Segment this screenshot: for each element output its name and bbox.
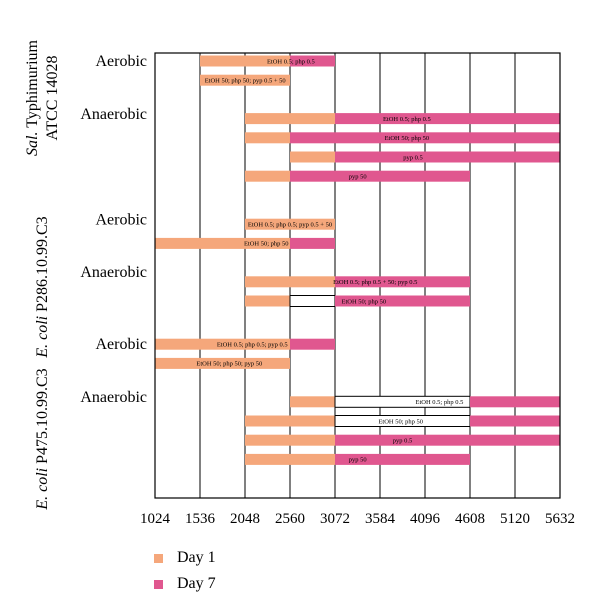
timeline-chart: EtOH 0.5; php 0.5 EtOH 50; php 50; pyp 0.… bbox=[24, 39, 575, 527]
plot-border bbox=[154, 52, 561, 499]
bar-segment-day7 bbox=[290, 170, 470, 182]
bar-segment-day1 bbox=[245, 170, 290, 182]
bar-label: EtOH 50; php 50 bbox=[385, 135, 430, 142]
bar-label: pyp 0.5 bbox=[403, 154, 423, 161]
group-label: E. coli P286.10.99.C3 bbox=[34, 216, 51, 358]
legend-item-day7: Day 7 bbox=[154, 571, 216, 597]
bar-segment-day7 bbox=[335, 151, 560, 163]
bar-segment-day1 bbox=[200, 55, 290, 67]
x-tick-label: 4096 bbox=[410, 511, 441, 527]
condition-label: Aerobic bbox=[95, 336, 147, 353]
condition-label: Anaerobic bbox=[80, 106, 147, 123]
bar-segment-day1 bbox=[245, 295, 290, 307]
x-tick-label: 5120 bbox=[500, 511, 530, 527]
bar-segment-day7 bbox=[290, 132, 560, 144]
bar-segment-day1 bbox=[245, 415, 335, 427]
legend-swatch-day1 bbox=[154, 553, 163, 563]
group-label-text: P286.10.99.C3 bbox=[34, 216, 51, 316]
bar-segment-day7 bbox=[335, 113, 560, 125]
bar-label: EtOH 0.5; php 0.5 bbox=[383, 116, 431, 123]
x-tick-label: 3584 bbox=[365, 511, 396, 527]
bar-segment-day7 bbox=[335, 276, 470, 288]
legend-swatch-day7 bbox=[154, 579, 163, 589]
bar-segment-day7 bbox=[290, 338, 335, 350]
bar-segment-day7 bbox=[335, 434, 560, 446]
bar-segment-day1 bbox=[245, 434, 335, 446]
bar-label: EtOH 50; php 50 bbox=[342, 298, 387, 305]
condition-label: Aerobic bbox=[95, 211, 147, 228]
group-label-line1: Sal. Typhimurium bbox=[24, 39, 41, 155]
bar-segment-day7 bbox=[335, 453, 470, 465]
bars bbox=[155, 55, 560, 465]
bar-segment-day7 bbox=[470, 415, 560, 427]
bar-label: EtOH 50; php 50; pyp 0.5 + 50 bbox=[205, 78, 286, 85]
bar-segment-day7 bbox=[290, 55, 335, 67]
bar-segment-day1 bbox=[155, 237, 290, 249]
bar-segment-day1 bbox=[245, 218, 335, 230]
bar-segment-day1 bbox=[245, 276, 335, 288]
x-tick-label: 2560 bbox=[275, 511, 305, 527]
bar-segment-day1 bbox=[245, 453, 335, 465]
bar-label: pyp 50 bbox=[349, 457, 367, 464]
x-tick-label: 5632 bbox=[545, 511, 575, 527]
legend-label-day1: Day 1 bbox=[177, 549, 216, 566]
condition-labels: Aerobic Anaerobic Aerobic Anaerobic Aerobic A… bbox=[80, 53, 147, 406]
bar-label: EtOH 0.5; php 0.5 + 50; pyp 0.5 bbox=[333, 279, 417, 286]
group-label-italic: Sal. bbox=[24, 132, 41, 156]
legend-label-day7: Day 7 bbox=[177, 575, 216, 592]
x-tick-label: 3072 bbox=[320, 511, 350, 527]
legend: Day 1 Day 7 bbox=[154, 545, 216, 597]
x-tick-labels: 1024 1536 2048 2560 3072 3584 4096 4608 5120 5632 bbox=[140, 511, 575, 527]
bar-segment-day1 bbox=[155, 357, 290, 369]
x-tick-label: 1024 bbox=[140, 511, 171, 527]
bar-segment-day1 bbox=[245, 113, 335, 125]
x-tick-label: 4608 bbox=[455, 511, 485, 527]
group-label-line1: E. coli P475.10.99.C3 bbox=[34, 368, 51, 510]
bar-segment-day1 bbox=[290, 396, 335, 408]
bar-segment-day7 bbox=[470, 396, 560, 408]
bar-label: EtOH 50; php 50 bbox=[244, 241, 289, 248]
bar-label: EtOH 0.5; php 0.5; pyp 0.5 bbox=[217, 342, 288, 349]
x-tick-label: 1536 bbox=[185, 511, 216, 527]
bar-segment-outline bbox=[289, 295, 336, 307]
group-label-italic: E. coli bbox=[34, 316, 51, 359]
group-label: E. coli P475.10.99.C3 bbox=[34, 368, 51, 510]
bar-segment-day1 bbox=[200, 74, 290, 86]
group-label-line1: E. coli P286.10.99.C3 bbox=[34, 216, 51, 358]
bar-segment-day7 bbox=[290, 237, 335, 249]
bar-segment-day1 bbox=[245, 132, 290, 144]
group-label-text: Typhimurium bbox=[24, 39, 41, 131]
group-labels: Sal. Typhimurium ATCC 14028 E. coli P286.1… bbox=[24, 39, 61, 510]
bar-label: pyp 50 bbox=[349, 174, 367, 181]
bar-label: pyp 0.5 bbox=[393, 438, 413, 445]
bar-label: EtOH 0.5; php 0.5 bbox=[415, 399, 463, 406]
group-label: Sal. Typhimurium ATCC 14028 bbox=[24, 39, 61, 155]
bar-segment-day1 bbox=[290, 151, 335, 163]
plot-frame bbox=[154, 52, 561, 499]
group-label-line2: ATCC 14028 bbox=[44, 56, 61, 141]
bar-label: EtOH 50; php 50; pyp 50 bbox=[196, 361, 262, 368]
bar-segment-day7 bbox=[335, 295, 470, 307]
legend-item-day1: Day 1 bbox=[154, 545, 216, 571]
condition-label: Anaerobic bbox=[80, 389, 147, 406]
condition-label: Aerobic bbox=[95, 53, 147, 70]
group-label-italic: E. coli bbox=[34, 468, 51, 511]
x-tick-label: 2048 bbox=[230, 511, 260, 527]
condition-label: Anaerobic bbox=[80, 264, 147, 281]
bar-label: EtOH 50; php 50 bbox=[378, 418, 423, 425]
bar-label: EtOH 0.5; php 0.5 bbox=[267, 58, 315, 65]
bar-label: EtOH 0.5; php 0.5; pyp 0.5 + 50 bbox=[248, 222, 332, 229]
bar-segment-day1 bbox=[155, 338, 290, 350]
bar-labels: EtOH 0.5; php 0.5 EtOH 50; php 50; pyp 0.… bbox=[196, 58, 463, 463]
group-label-text: P475.10.99.C3 bbox=[34, 368, 51, 468]
